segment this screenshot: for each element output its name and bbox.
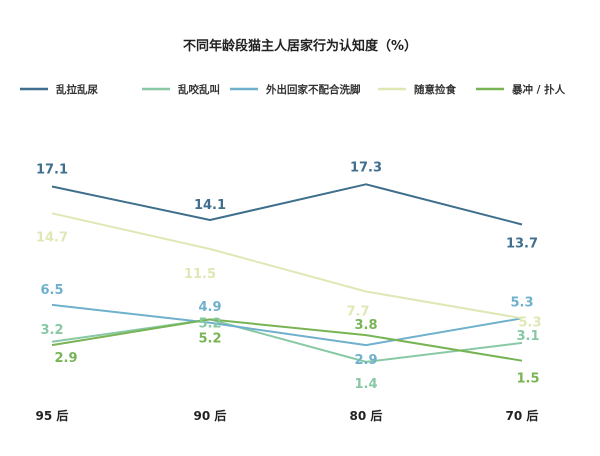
x-tick-label: 90 后 xyxy=(194,408,227,423)
legend-label: 乱拉乱尿 xyxy=(56,83,98,96)
value-labels: 17.1 14.1 17.3 13.7 3.2 5.2 1.4 3.1 6.5 4.9 2.9 5.3… xyxy=(36,160,542,392)
data-label: 17.3 xyxy=(350,160,382,175)
data-label: 5.3 xyxy=(518,315,541,330)
x-axis: 95 后 90 后 80 后 70 后 xyxy=(36,408,539,423)
data-label: 5.3 xyxy=(510,295,533,310)
chart-title: 不同年龄段猫主人居家行为认知度（%） xyxy=(183,38,417,54)
series-lines xyxy=(51,183,523,363)
data-label: 17.1 xyxy=(36,162,68,177)
data-label: 1.5 xyxy=(516,372,539,387)
data-label: 13.7 xyxy=(506,236,538,251)
legend-label: 外出回家不配合洗脚 xyxy=(265,83,361,96)
data-label: 5.2 xyxy=(198,331,221,346)
data-label: 3.1 xyxy=(516,329,539,344)
data-label: 2.9 xyxy=(54,351,77,366)
legend-label: 随意捡食 xyxy=(414,83,456,96)
data-label: 3.2 xyxy=(40,323,63,338)
data-label: 14.7 xyxy=(36,230,68,245)
series-line xyxy=(51,183,523,226)
data-label: 11.5 xyxy=(184,267,216,282)
data-label: 1.4 xyxy=(354,377,377,392)
legend-label: 乱咬乱叫 xyxy=(178,83,220,96)
legend: 乱拉乱尿 乱咬乱叫 外出回家不配合洗脚 随意捡食 暴冲 / 扑人 xyxy=(20,83,566,96)
data-label: 7.7 xyxy=(346,304,369,319)
data-label: 14.1 xyxy=(194,198,226,213)
series-line xyxy=(51,303,523,347)
x-tick-label: 80 后 xyxy=(350,408,383,423)
series-line xyxy=(51,318,523,363)
data-label: 4.9 xyxy=(198,300,221,315)
data-label: 2.9 xyxy=(354,353,377,368)
legend-label: 暴冲 / 扑人 xyxy=(511,83,566,96)
data-label: 3.8 xyxy=(354,318,377,333)
x-tick-label: 95 后 xyxy=(36,408,69,423)
x-tick-label: 70 后 xyxy=(506,408,539,423)
data-label: 5.2 xyxy=(198,316,221,331)
series-line xyxy=(51,318,523,362)
data-label: 6.5 xyxy=(40,283,63,298)
series-line xyxy=(51,212,523,320)
